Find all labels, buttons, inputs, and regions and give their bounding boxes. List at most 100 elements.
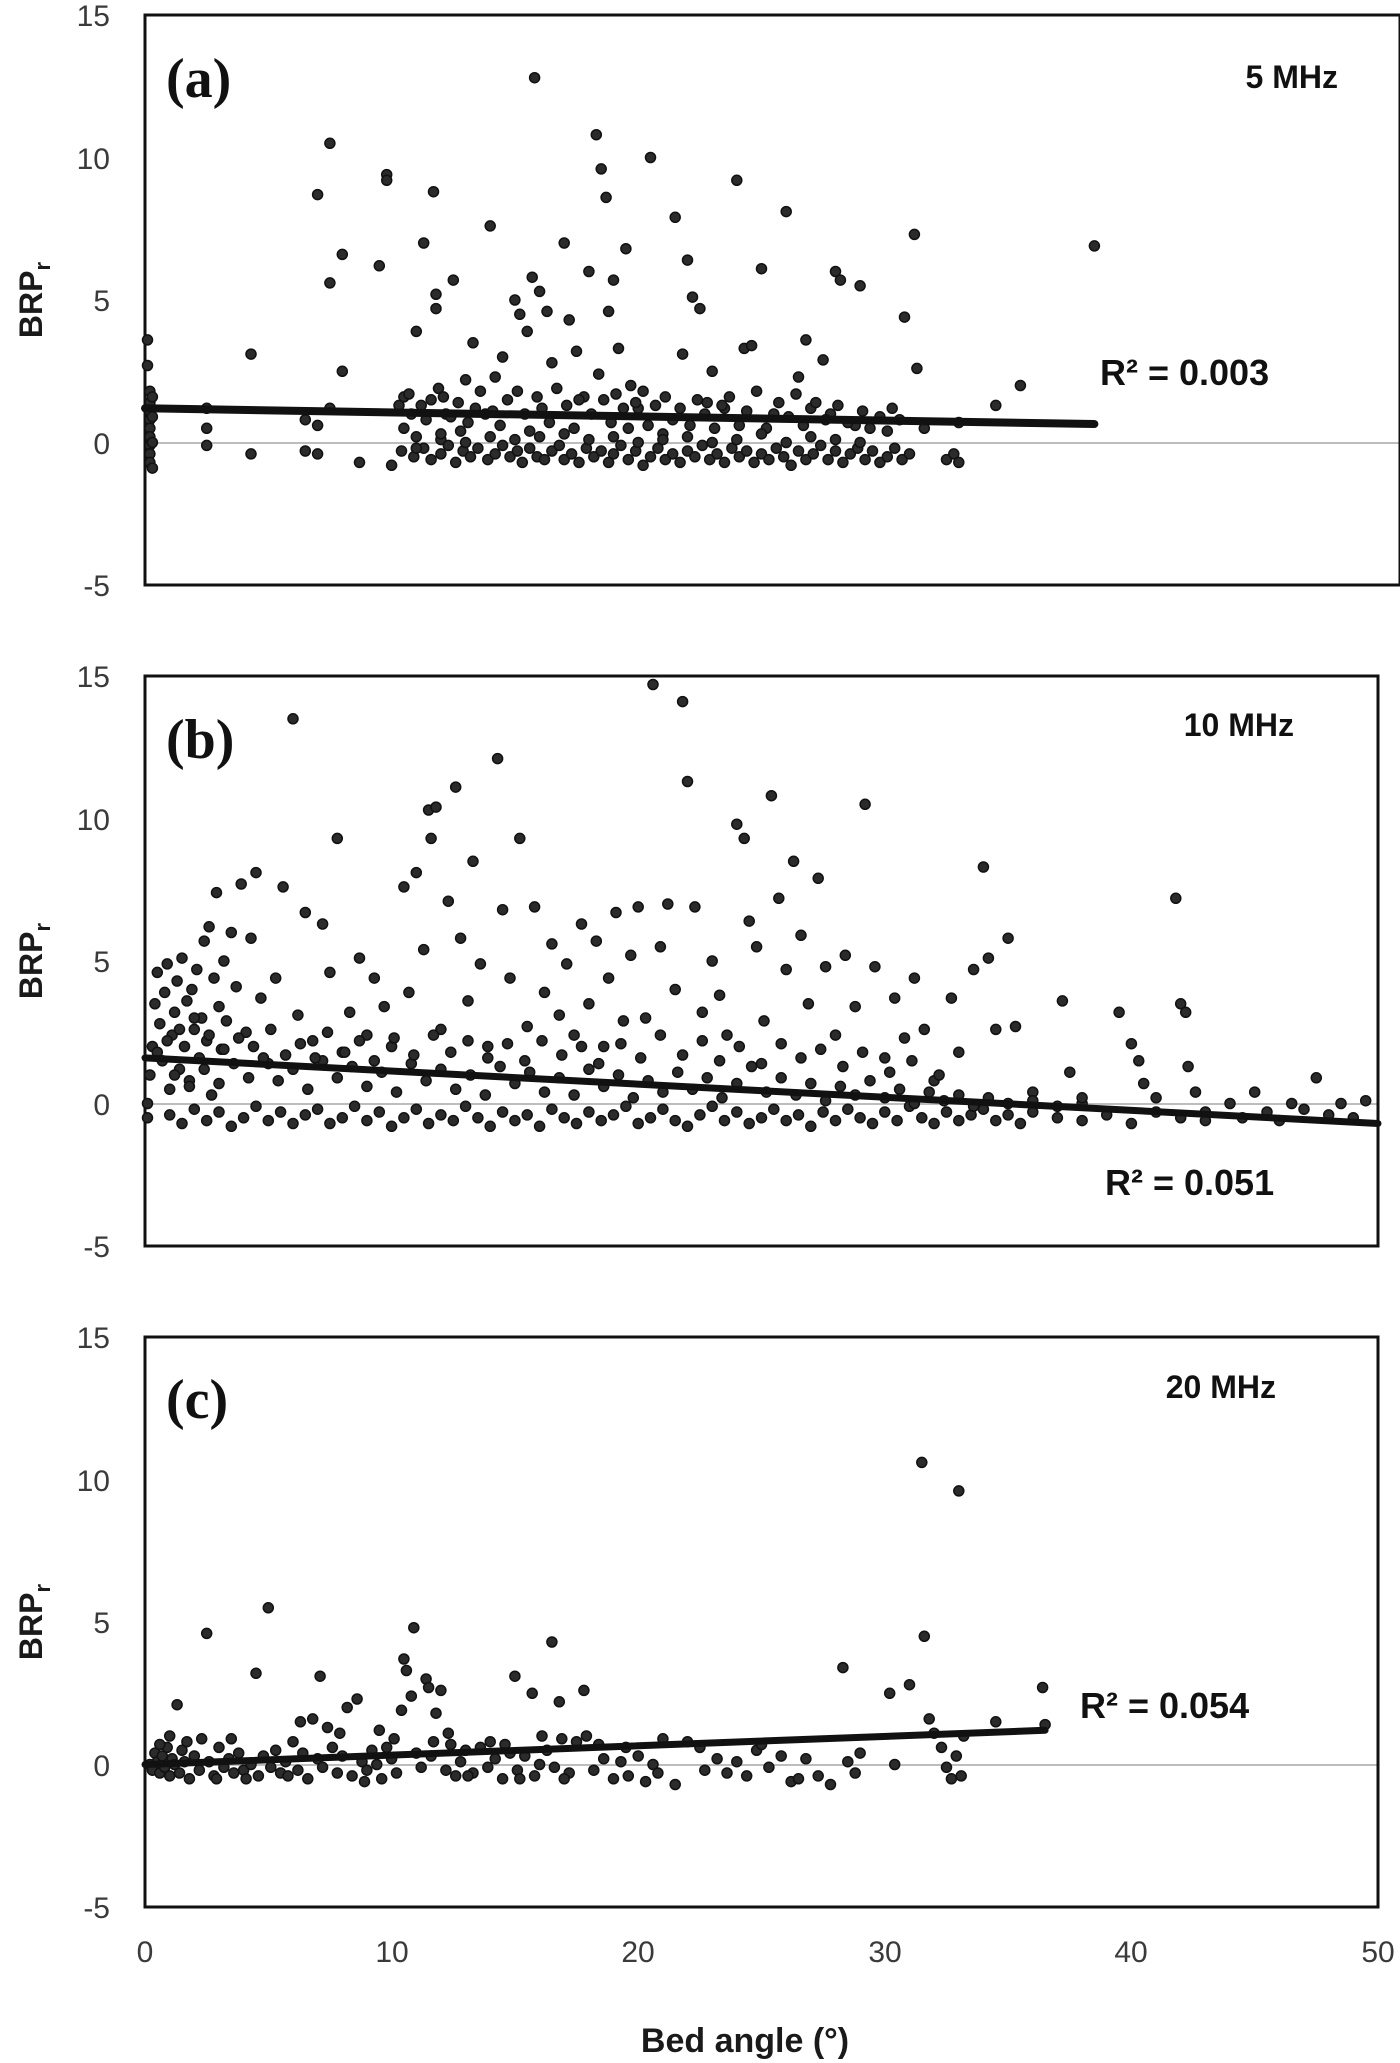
- data-point: [950, 1750, 963, 1762]
- data-point: [163, 1083, 176, 1096]
- data-point: [763, 453, 775, 466]
- data-point: [669, 983, 681, 996]
- data-point: [718, 456, 731, 469]
- data-point: [437, 391, 450, 403]
- data-point: [696, 1006, 709, 1019]
- data-point: [449, 1083, 462, 1096]
- data-point: [425, 832, 437, 845]
- data-point: [422, 1681, 435, 1694]
- data-point: [580, 1730, 593, 1742]
- data-point: [173, 1023, 186, 1036]
- data-point: [627, 1092, 640, 1104]
- data-point: [570, 345, 583, 358]
- data-point: [726, 442, 738, 454]
- data-point: [990, 399, 1002, 412]
- data-point: [691, 394, 704, 406]
- data-point: [775, 1037, 787, 1050]
- y-axis-label: BRPr: [13, 923, 55, 1000]
- data-point: [595, 1114, 607, 1127]
- data-point: [252, 1770, 265, 1782]
- data-point: [940, 1761, 953, 1774]
- data-point: [228, 1767, 240, 1779]
- y-tick-label: 0: [93, 428, 110, 461]
- data-point: [805, 1077, 817, 1090]
- data-point: [279, 1049, 292, 1061]
- data-point: [617, 402, 630, 415]
- data-point: [154, 1017, 166, 1030]
- data-point: [523, 442, 536, 454]
- data-point: [773, 396, 785, 409]
- data-point: [814, 1043, 827, 1056]
- data-point: [151, 966, 164, 979]
- data-point: [302, 1083, 314, 1096]
- data-point: [462, 416, 474, 429]
- data-point: [854, 280, 866, 292]
- data-point: [743, 915, 755, 927]
- data-point: [612, 1069, 625, 1081]
- data-point: [856, 1046, 869, 1058]
- data-point: [519, 1055, 531, 1067]
- data-point: [866, 445, 879, 457]
- data-point: [479, 1089, 492, 1101]
- data-point: [213, 1741, 225, 1754]
- data-point: [1335, 1097, 1347, 1110]
- data-point: [205, 1089, 218, 1101]
- data-point: [161, 1035, 173, 1047]
- data-point: [546, 1103, 558, 1115]
- data-point: [191, 963, 203, 976]
- data-point: [819, 960, 832, 973]
- data-point: [514, 308, 526, 321]
- data-point: [1170, 892, 1182, 905]
- data-point: [452, 396, 464, 409]
- data-point: [1182, 1060, 1194, 1073]
- data-point: [1150, 1092, 1162, 1104]
- data-point: [225, 1733, 238, 1745]
- data-point: [795, 929, 807, 942]
- data-point: [560, 399, 573, 412]
- data-point: [565, 448, 578, 460]
- r-squared-label: R² = 0.003: [1100, 352, 1269, 393]
- data-point: [834, 1080, 847, 1093]
- data-point: [755, 262, 768, 275]
- frequency-label: 20 MHz: [1166, 1369, 1276, 1405]
- data-point: [265, 1023, 277, 1036]
- data-point: [410, 1103, 423, 1115]
- data-point: [491, 752, 504, 765]
- data-point: [311, 419, 324, 432]
- data-point: [575, 918, 588, 930]
- data-point: [511, 445, 524, 457]
- data-point: [462, 995, 474, 1007]
- data-point: [602, 305, 615, 318]
- data-point: [398, 1112, 410, 1124]
- data-point: [408, 1049, 420, 1061]
- data-point: [844, 448, 857, 460]
- data-point: [634, 1052, 647, 1064]
- data-point: [755, 1112, 768, 1124]
- data-point: [521, 325, 533, 338]
- data-point: [230, 980, 242, 993]
- data-point: [403, 986, 415, 999]
- data-point: [908, 972, 921, 984]
- data-point: [282, 1770, 294, 1782]
- data-point: [435, 1109, 447, 1121]
- data-point: [237, 1112, 250, 1124]
- data-point: [449, 456, 462, 469]
- data-point: [514, 832, 526, 845]
- data-point: [163, 1730, 176, 1742]
- data-point: [837, 456, 849, 469]
- x-tick-label: 20: [621, 1936, 654, 1969]
- data-point: [607, 448, 620, 460]
- data-point: [1298, 1103, 1310, 1115]
- y-axis-label: BRPr: [13, 262, 55, 339]
- data-point: [647, 678, 659, 691]
- data-point: [738, 832, 750, 845]
- x-tick-label: 0: [137, 1936, 154, 1969]
- data-point: [879, 1106, 891, 1118]
- data-point: [558, 237, 570, 249]
- data-point: [459, 374, 472, 386]
- data-point: [538, 453, 551, 466]
- data-point: [410, 325, 423, 338]
- y-tick-label: 5: [93, 1607, 110, 1640]
- data-point: [292, 1764, 304, 1776]
- data-point: [770, 442, 783, 454]
